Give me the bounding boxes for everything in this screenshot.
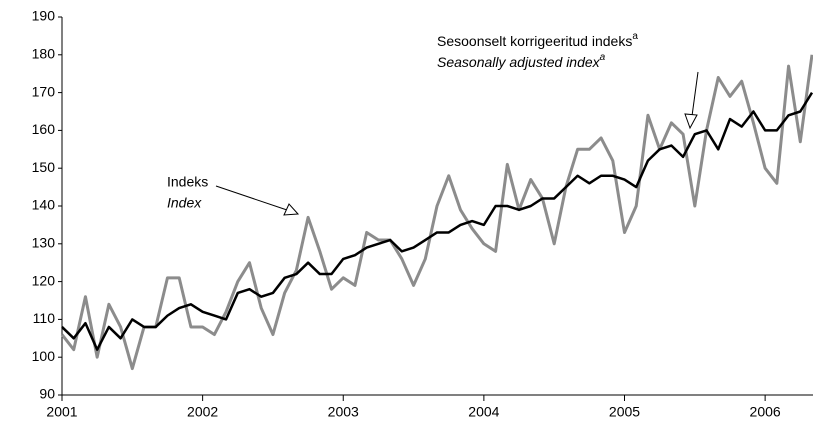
annotation: Indeks xyxy=(167,174,208,190)
y-tick-label: 170 xyxy=(32,83,56,99)
y-tick-label: 110 xyxy=(33,310,56,326)
y-tick-label: 90 xyxy=(39,386,55,402)
y-tick-label: 100 xyxy=(32,348,56,364)
annotation-sup: a xyxy=(632,31,638,42)
annotation-text: Sesoonselt korrigeeritud indeks xyxy=(437,33,632,49)
y-tick-label: 160 xyxy=(32,121,56,137)
annotation: Sesoonselt korrigeeritud indeksa xyxy=(437,31,638,49)
arrow-head xyxy=(283,203,300,216)
y-tick-label: 120 xyxy=(32,272,56,288)
x-tick-label: 2004 xyxy=(468,404,499,420)
x-tick-label: 2003 xyxy=(328,404,359,420)
y-tick-label: 140 xyxy=(32,197,56,213)
annotation-text: Seasonally adjusted index xyxy=(437,54,601,70)
x-tick-label: 2005 xyxy=(609,404,640,420)
y-tick-label: 190 xyxy=(32,8,56,24)
annotation: Seasonally adjusted indexa xyxy=(437,52,606,70)
arrow-head xyxy=(684,113,698,130)
arrow xyxy=(215,185,288,211)
arrow xyxy=(691,71,699,117)
x-tick-label: 2006 xyxy=(750,404,781,420)
y-tick-label: 180 xyxy=(32,46,56,62)
y-tick-label: 130 xyxy=(32,235,56,251)
series-line xyxy=(60,54,813,371)
series-line xyxy=(61,91,813,351)
y-tick-label: 150 xyxy=(32,159,56,175)
annotation: Index xyxy=(167,195,202,211)
x-tick-label: 2002 xyxy=(187,404,218,420)
x-tick-label: 2001 xyxy=(46,404,77,420)
annotation-sup: a xyxy=(600,52,606,63)
